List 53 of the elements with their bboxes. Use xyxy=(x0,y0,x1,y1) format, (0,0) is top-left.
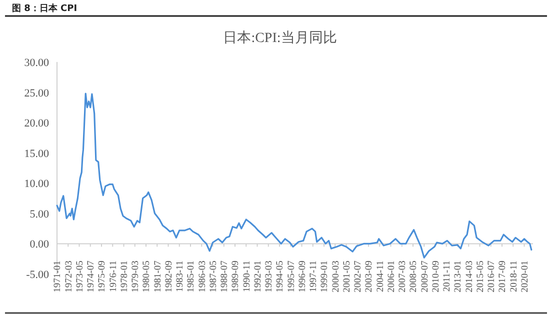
title: 图 8：日本 CPI xyxy=(12,4,78,14)
xtick: 1996-09 xyxy=(298,260,308,292)
ytick: 15.00 xyxy=(24,148,49,160)
xtick: 1982-09 xyxy=(164,260,174,292)
xtick: 2003-09 xyxy=(364,260,375,292)
xtick: 2010-09 xyxy=(431,260,442,292)
ytick: 20.00 xyxy=(24,118,49,130)
xtick: 2004-11 xyxy=(376,260,386,292)
xtick: 2011-11 xyxy=(442,260,453,292)
xtick: 1990-11 xyxy=(242,260,252,292)
xtick: 2009-07 xyxy=(420,260,430,292)
xtick: 1988-07 xyxy=(220,260,230,292)
xtick: 1972-03 xyxy=(64,260,74,292)
xtick: 1999-01 xyxy=(320,260,330,292)
xtick: 2002-07 xyxy=(354,260,364,292)
xtick: 1973-05 xyxy=(75,260,86,292)
xtick: 1997-11 xyxy=(309,260,320,292)
xtick: 1976-11 xyxy=(108,260,119,292)
xtick: 1971-01 xyxy=(53,260,64,292)
xtick: 2013-01 xyxy=(454,260,464,292)
xtick: 2014-03 xyxy=(464,260,475,292)
xtick: 1993-03 xyxy=(264,260,275,292)
xtick: 2006-01 xyxy=(386,260,397,292)
xtick: 1979-03 xyxy=(131,260,142,292)
subtitle: 日本:CPI:当月同比 xyxy=(223,31,337,46)
ytick: -5.00 xyxy=(26,269,49,281)
ytick: 0.00 xyxy=(30,238,49,251)
xtick: 1975-09 xyxy=(98,260,108,292)
xtick: 2008-05 xyxy=(409,260,420,292)
xtick: 1986-03 xyxy=(198,260,208,292)
ytick: 5.00 xyxy=(30,208,49,220)
xtick: 2000-03 xyxy=(331,260,342,292)
xtick: 2020-01 xyxy=(520,260,530,292)
xtick: 1983-11 xyxy=(176,260,186,292)
xtick: 1994-05 xyxy=(276,260,286,292)
xtick: 1987-05 xyxy=(208,260,219,292)
xtick: 2018-11 xyxy=(509,260,520,292)
xtick: 1992-01 xyxy=(253,260,264,292)
xtick: 1978-01 xyxy=(120,260,130,292)
ytick: 10.00 xyxy=(24,178,49,190)
xtick: 2017-09 xyxy=(498,260,508,292)
xtick: 2016-07 xyxy=(487,260,498,292)
xtick: 2015-05 xyxy=(476,260,486,292)
xtick: 2001-05 xyxy=(342,260,352,292)
xtick: 1980-05 xyxy=(142,260,152,292)
xtick: 2007-03 xyxy=(398,260,408,292)
xtick: 1985-01 xyxy=(186,260,197,292)
xtick: 1989-09 xyxy=(231,260,242,292)
ytick: 25.00 xyxy=(24,87,49,100)
xtick: 1974-07 xyxy=(86,260,97,292)
xtick: 1981-07 xyxy=(153,260,164,292)
xtick: 1995-07 xyxy=(286,260,297,292)
ytick: 30.00 xyxy=(24,57,49,69)
